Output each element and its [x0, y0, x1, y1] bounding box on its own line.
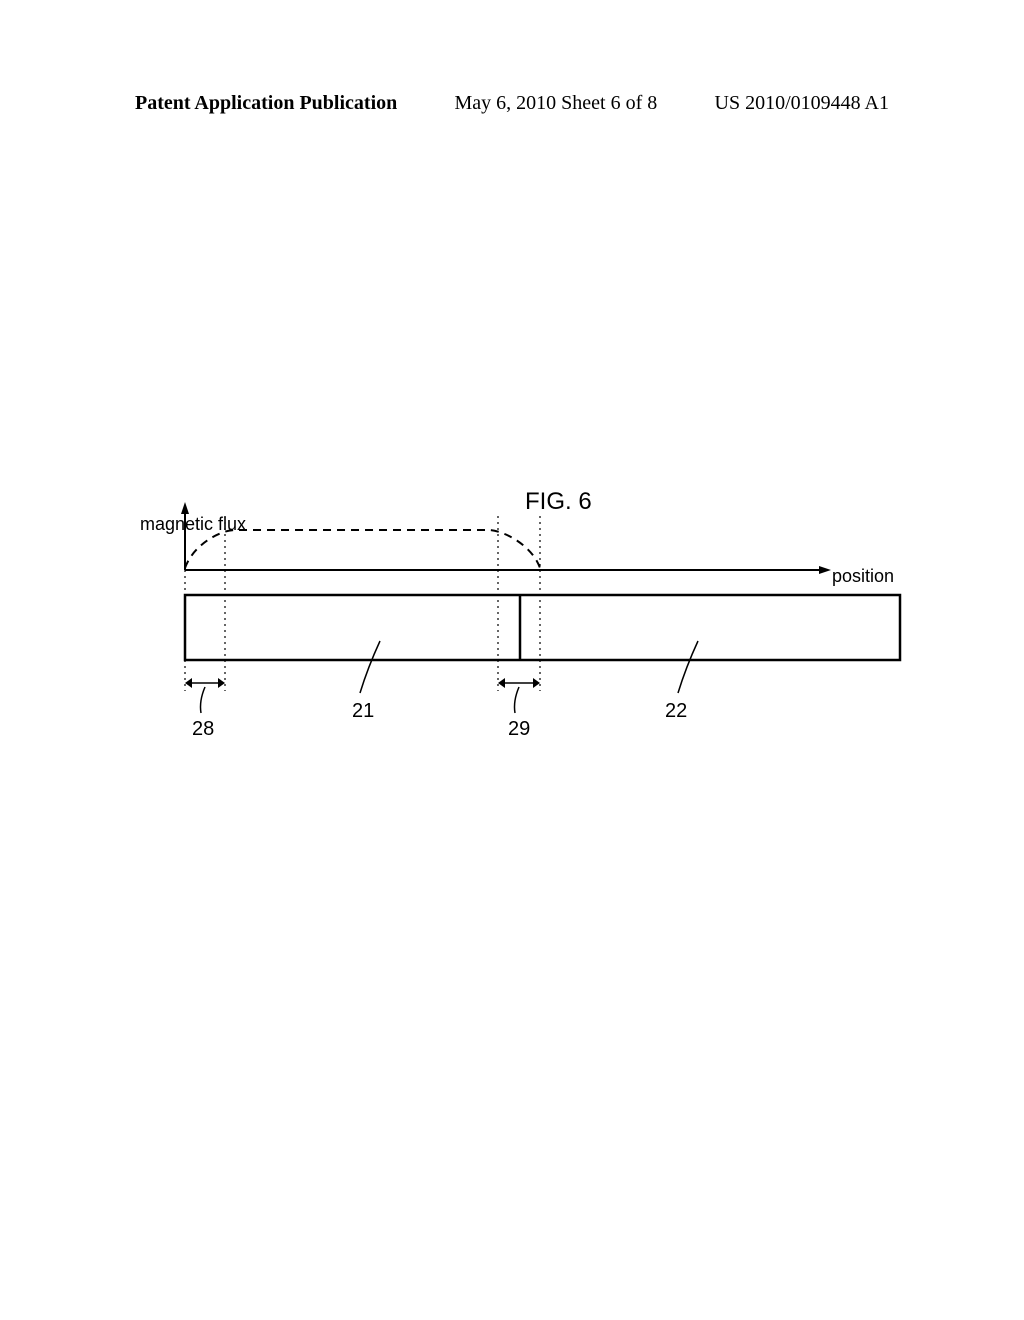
page-header: Patent Application Publication May 6, 20… [0, 92, 1024, 115]
diagram-svg [130, 488, 910, 758]
figure-6: FIG. 6 magnetic flux position 21 22 28 2… [130, 488, 900, 768]
header-date-sheet: May 6, 2010 Sheet 6 of 8 [455, 92, 658, 115]
header-publication: Patent Application Publication [135, 92, 397, 115]
header-patent-number: US 2010/0109448 A1 [715, 92, 889, 115]
